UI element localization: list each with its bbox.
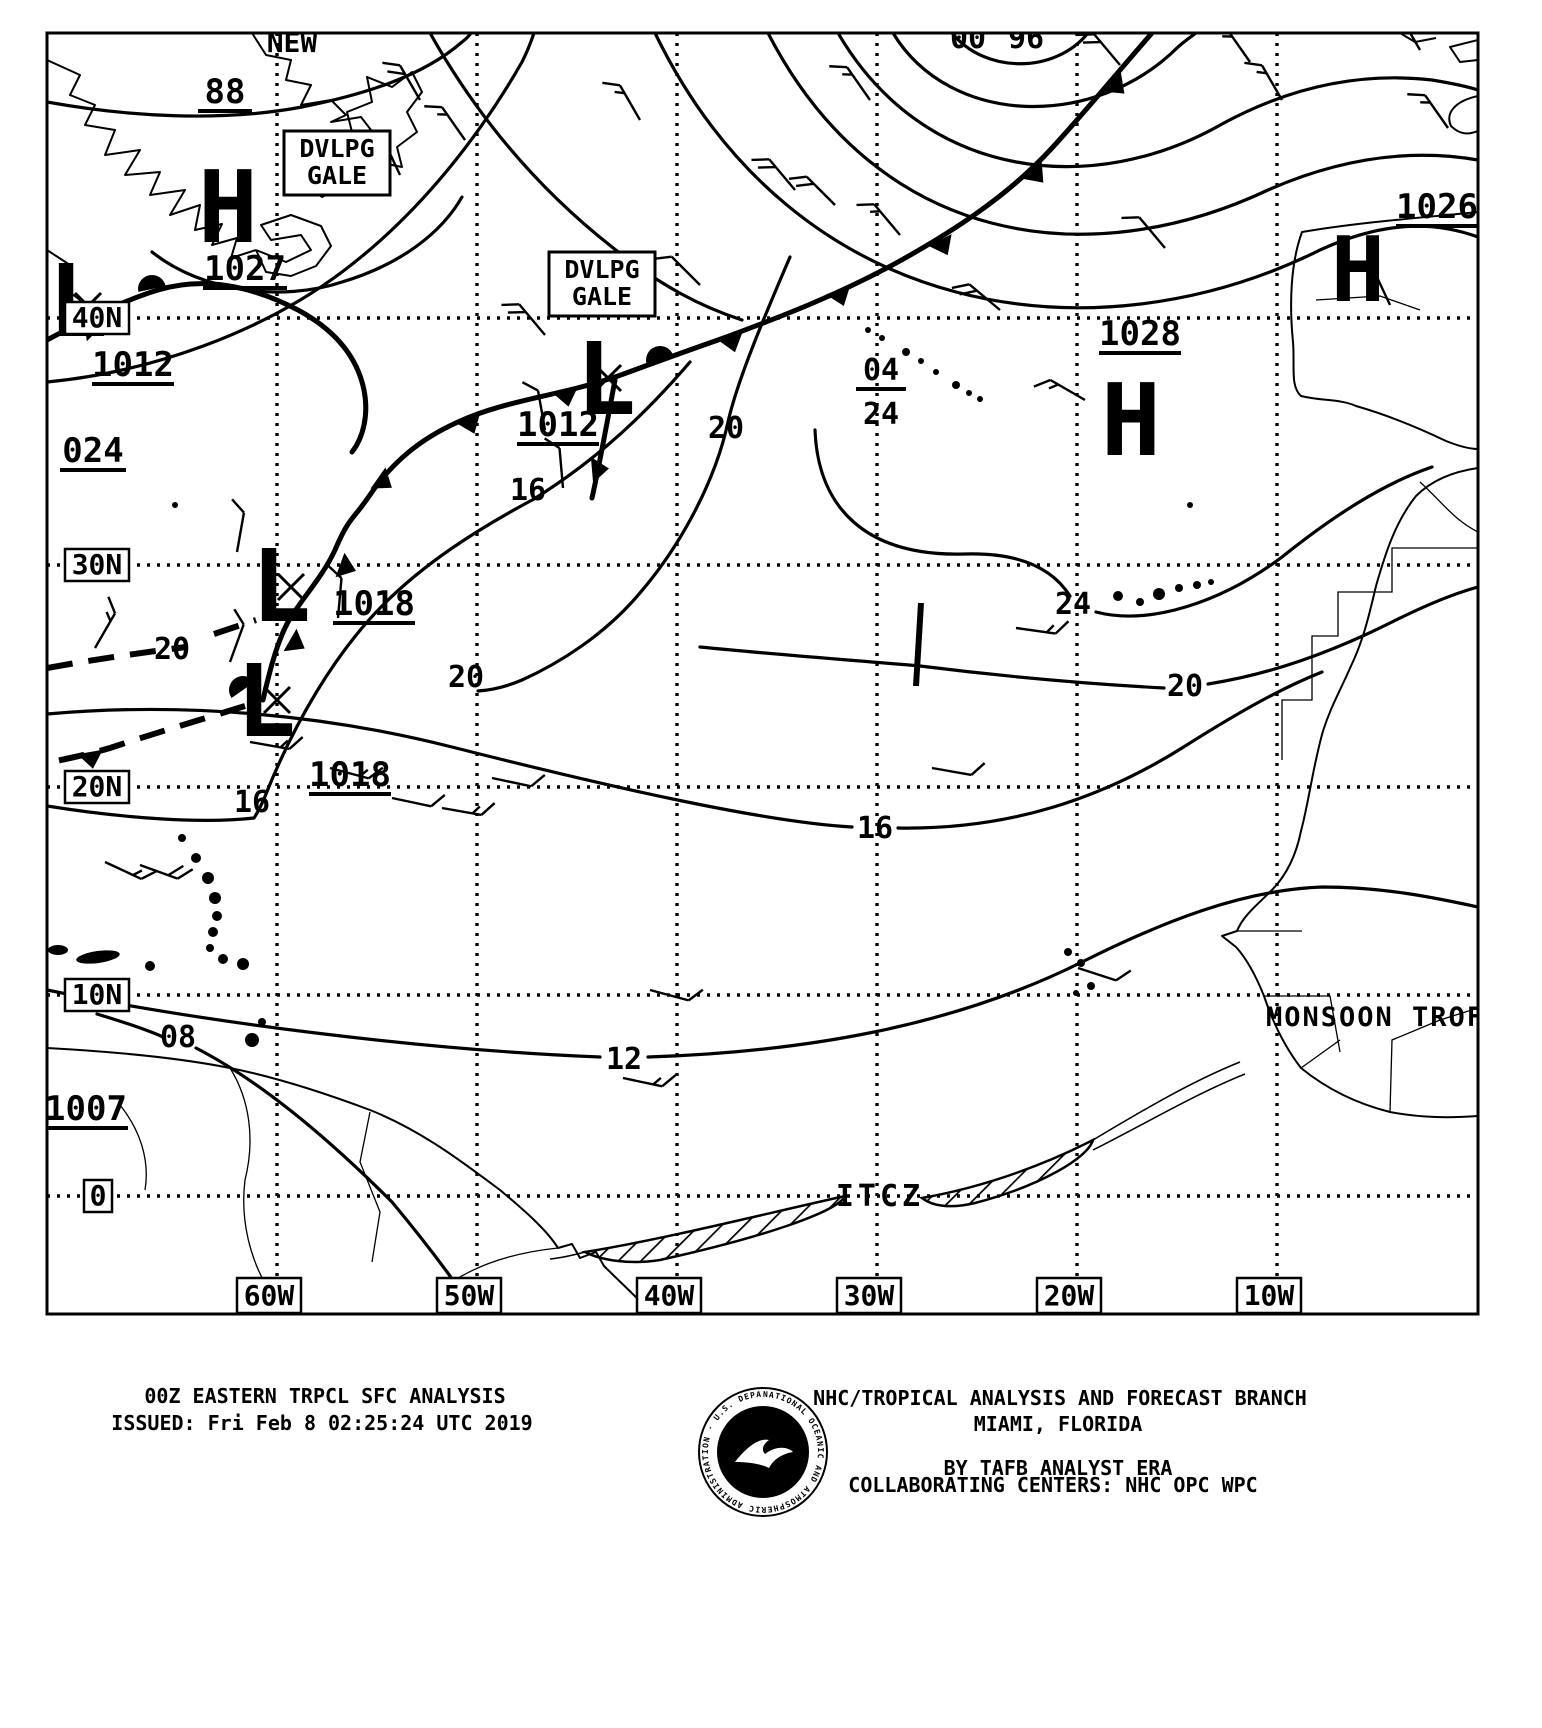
lon-label: 50W <box>444 1279 495 1312</box>
longitude-labels: 60W 50W 40W 30W 20W 10W <box>235 1276 1303 1315</box>
caption-analyst: BY TAFB ANALYST ERA <box>944 1456 1173 1480</box>
noaa-logo-wordmark: NOAA <box>745 1424 781 1442</box>
contour-label: 16 <box>510 473 546 508</box>
front-dashed-tail <box>47 703 246 766</box>
gale-box-text: GALE <box>307 161 367 190</box>
contour-label: 24 <box>1055 587 1091 622</box>
contour-label: 00 <box>950 21 986 56</box>
pressure-label: 1026 <box>1396 187 1478 227</box>
contour-labels: 00 96 20 16 20 20 24 20 16 16 12 08 <box>154 21 1203 1077</box>
lon-label: 10W <box>1244 1279 1295 1312</box>
gale-box-1: DVLPG GALE <box>282 129 392 197</box>
latitude-labels: 40N 30N 20N 10N 0 <box>63 300 131 1214</box>
caption-block: 00Z EASTERN TRPCL SFC ANALYSIS ISSUED: F… <box>111 1384 1307 1497</box>
pressure-label: 024 <box>62 431 123 471</box>
monsoon-trof-label: MONSOON TROF <box>1266 1002 1485 1033</box>
pressure-label: 1012 <box>517 405 599 445</box>
isobars <box>47 33 1478 1314</box>
contour-label: 20 <box>448 660 484 695</box>
new-partial-label: NEW <box>267 26 318 59</box>
gale-box-text: GALE <box>572 282 632 311</box>
lat-label: 30N <box>72 548 123 581</box>
itcz-label: ITCZ <box>836 1179 924 1214</box>
front-dashed-west <box>47 617 257 671</box>
caption-issued: ISSUED: Fri Feb 8 02:25:24 UTC 2019 <box>111 1411 532 1435</box>
contour-label: 16 <box>234 785 270 820</box>
contour-label: 20 <box>1167 669 1203 704</box>
lon-label: 40W <box>644 1279 695 1312</box>
lat-label: 0 <box>90 1179 107 1212</box>
lon-label: 30W <box>844 1279 895 1312</box>
high-symbol: H <box>1101 362 1161 479</box>
pressure-label: 1018 <box>333 584 415 624</box>
pressure-label: 1028 <box>1099 314 1181 354</box>
graticule <box>47 33 1478 1314</box>
trough-line <box>913 602 924 687</box>
lat-label: 10N <box>72 978 123 1011</box>
fraction-top: 04 <box>863 353 899 388</box>
fraction-bottom: 24 <box>863 397 899 432</box>
noaa-gull-icon <box>735 1439 793 1468</box>
map-border <box>45 31 1480 1316</box>
gale-box-text: DVLPG <box>564 255 639 284</box>
time-fraction: 04 24 <box>856 353 906 432</box>
lat-label: 40N <box>72 301 123 334</box>
lon-label: 60W <box>244 1279 295 1312</box>
cold-front-main <box>260 33 1155 703</box>
lat-label: 20N <box>72 770 123 803</box>
gale-box-2: DVLPG GALE <box>547 250 657 318</box>
itcz-band <box>549 1061 1246 1264</box>
pressure-label: 88 <box>205 72 246 112</box>
fronts <box>47 33 1155 771</box>
contour-label: 08 <box>160 1020 196 1055</box>
lon-label: 20W <box>1044 1279 1095 1312</box>
contour-label: 96 <box>1008 21 1044 56</box>
contour-label: 16 <box>857 811 893 846</box>
pressure-label: 1012 <box>92 345 174 385</box>
contour-label: 12 <box>606 1042 642 1077</box>
caption-branch: NHC/TROPICAL ANALYSIS AND FORECAST BRANC… <box>813 1386 1307 1410</box>
contour-label: 20 <box>708 411 744 446</box>
front-spur <box>589 377 618 501</box>
caption-centers: COLLABORATING CENTERS: NHC OPC WPC <box>848 1473 1257 1497</box>
high-symbol: H <box>198 149 258 266</box>
gale-box-text: DVLPG <box>299 134 374 163</box>
pressure-label: 1018 <box>309 755 391 795</box>
pressure-label: 1007 <box>45 1089 127 1129</box>
low-symbol: L <box>236 643 296 760</box>
pressure-labels: 88 1027 1012 024 1012 1018 1018 1026 102… <box>45 72 1478 1130</box>
pressure-centers: H H H L L L L <box>48 149 1385 760</box>
low-symbol: L <box>251 528 311 645</box>
contour-label: 20 <box>154 632 190 667</box>
pressure-label: 1027 <box>204 249 286 289</box>
caption-location: MIAMI, FLORIDA <box>974 1412 1143 1436</box>
high-symbol: H <box>1331 218 1385 323</box>
caption-title: 00Z EASTERN TRPCL SFC ANALYSIS <box>144 1384 505 1408</box>
